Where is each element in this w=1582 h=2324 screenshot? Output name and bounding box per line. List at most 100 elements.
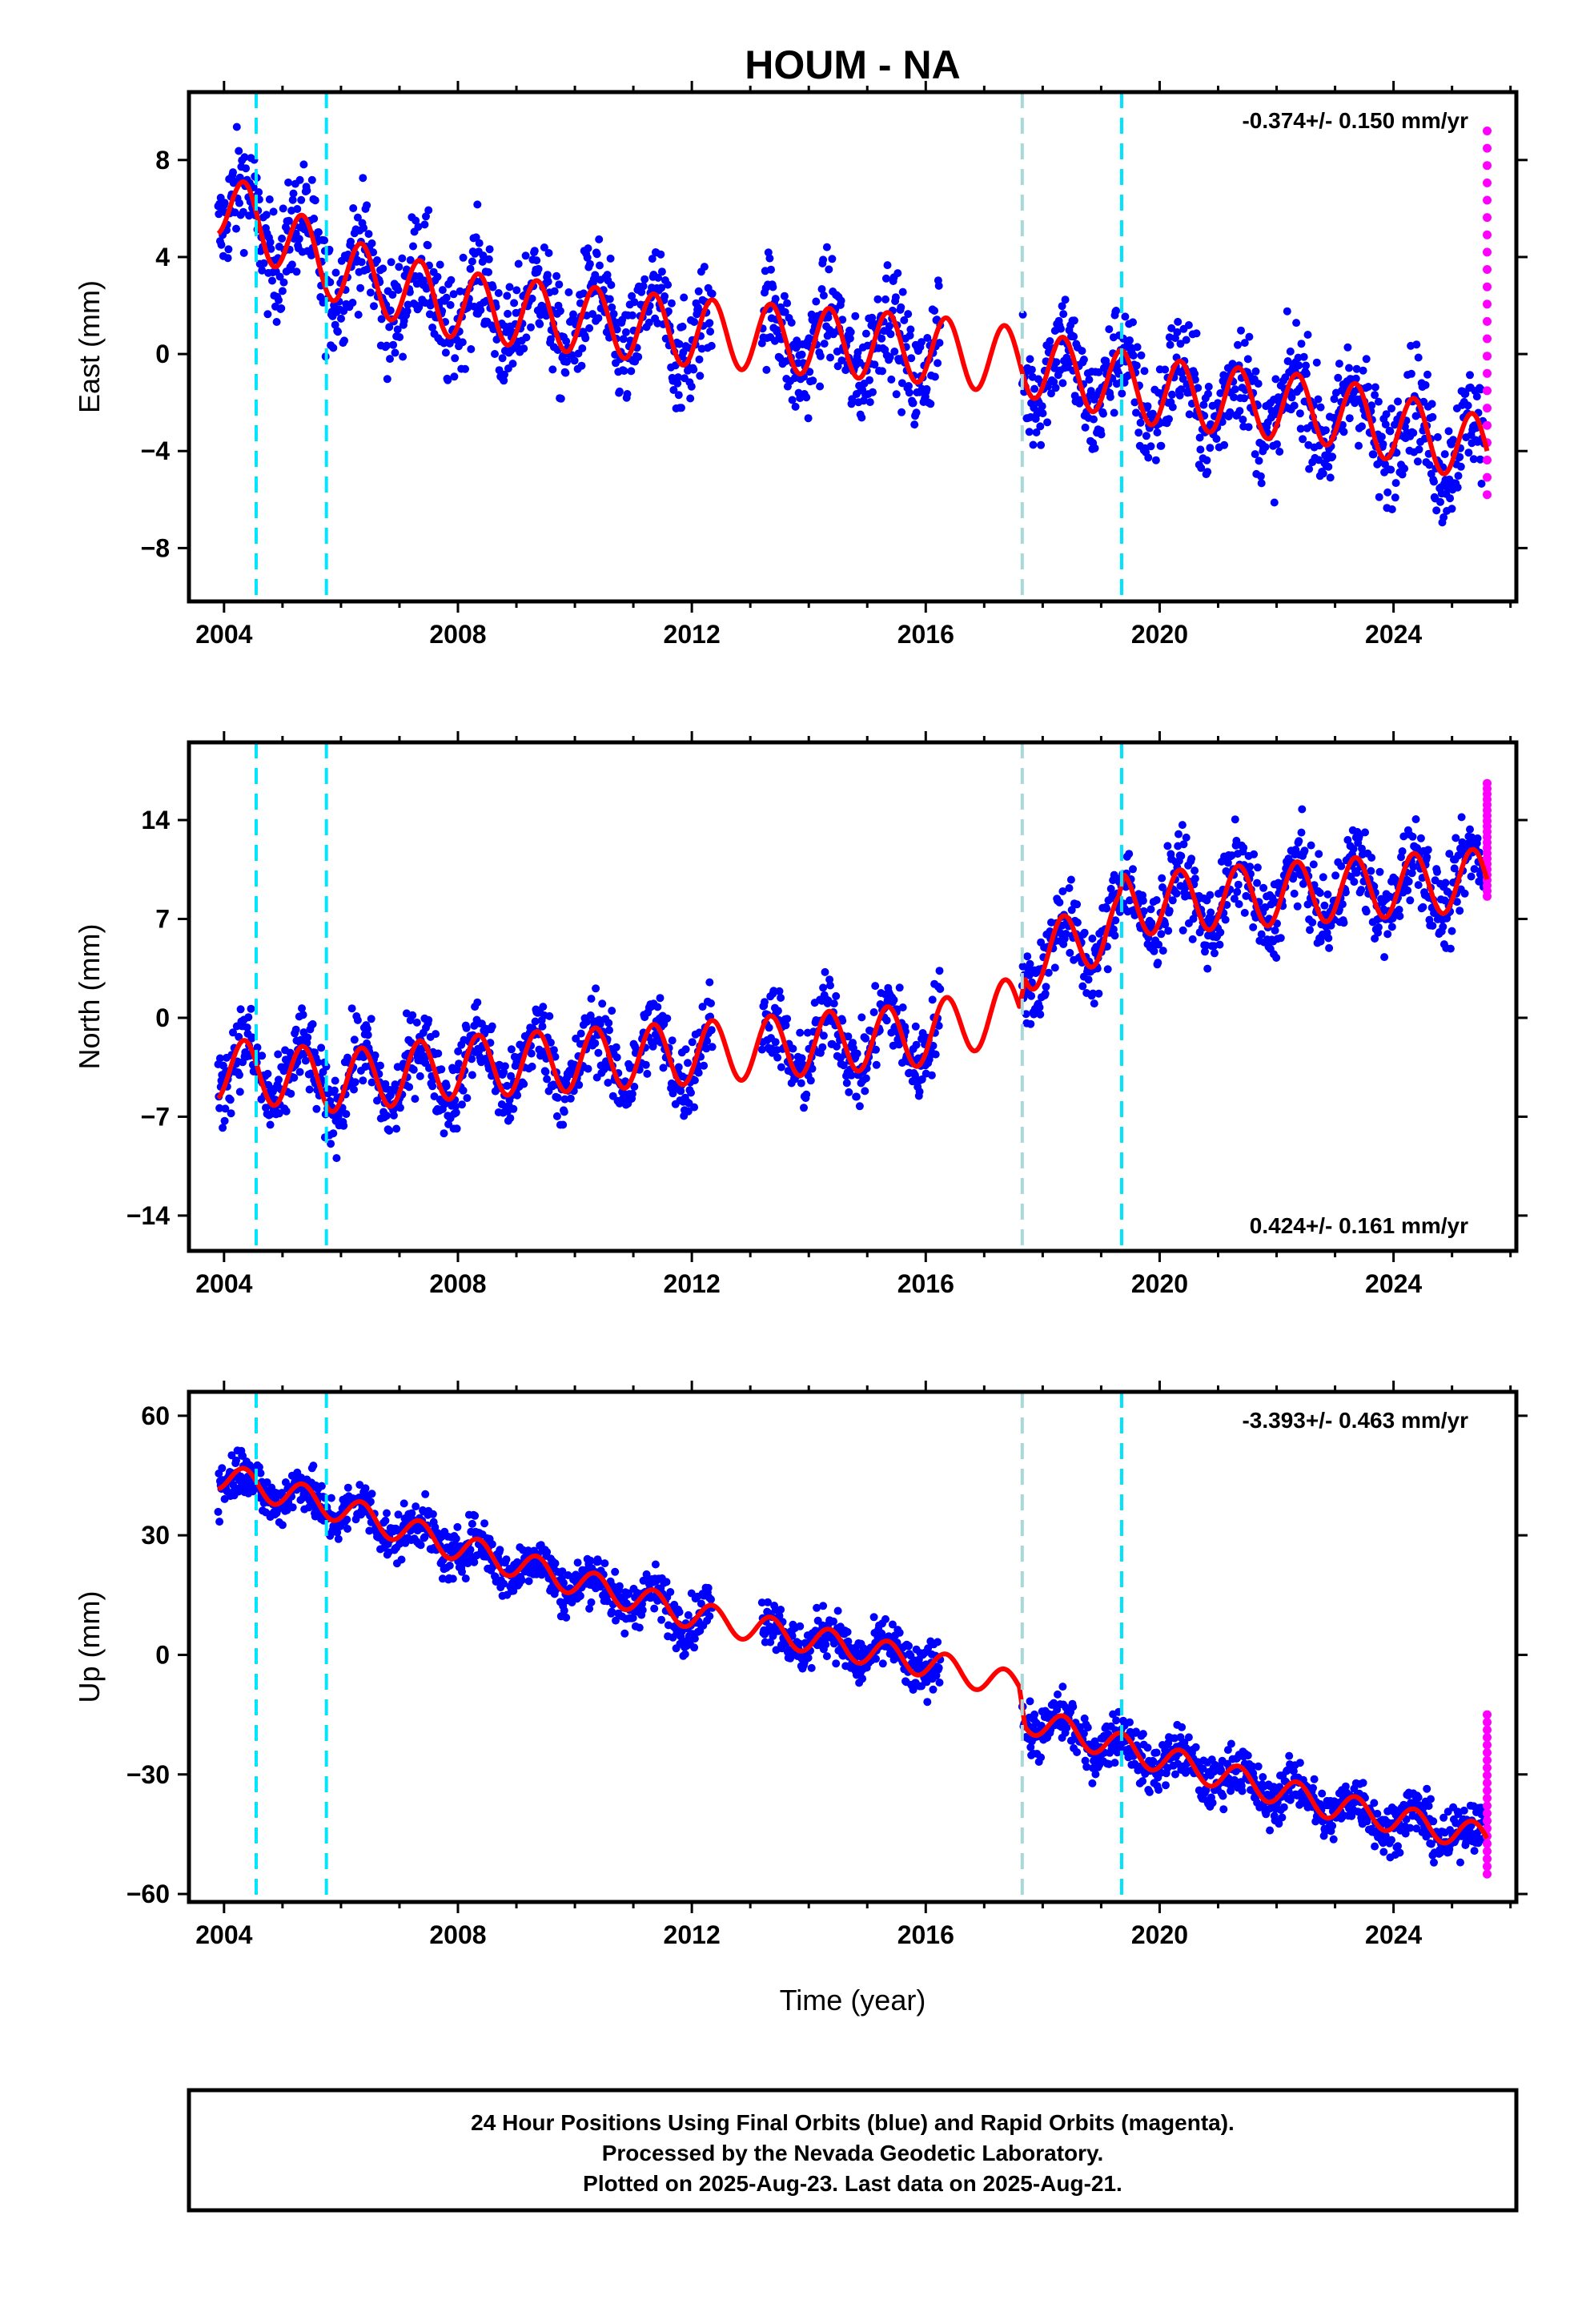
final-orbit-point (452, 1534, 460, 1543)
final-orbit-point (1476, 455, 1484, 464)
final-orbit-point (1461, 389, 1470, 398)
final-orbit-point (1250, 850, 1259, 858)
final-orbit-point (1085, 376, 1094, 384)
final-orbit-point (777, 1063, 785, 1072)
final-orbit-point (502, 1555, 511, 1564)
final-orbit-point (1171, 1770, 1179, 1779)
final-orbit-point (1453, 483, 1462, 492)
final-orbit-point (1303, 331, 1312, 339)
final-orbit-point (1286, 347, 1295, 356)
final-orbit-point (279, 278, 288, 287)
final-orbit-point (861, 1087, 869, 1096)
final-orbit-point (383, 1509, 391, 1518)
final-orbit-point (436, 260, 444, 269)
final-orbit-point (1404, 877, 1413, 886)
final-orbit-point (619, 335, 628, 344)
final-orbit-point (769, 283, 777, 292)
final-orbit-point (278, 287, 287, 296)
final-orbit-point (446, 300, 455, 309)
final-orbit-point (1058, 379, 1067, 388)
final-orbit-point (1036, 422, 1045, 431)
final-orbit-point (562, 1613, 571, 1622)
final-orbit-point (783, 1015, 792, 1023)
rapid-orbit-point (1483, 472, 1492, 482)
final-orbit-point (1362, 907, 1371, 916)
final-orbit-point (572, 1034, 580, 1043)
final-orbit-point (1153, 428, 1162, 436)
final-orbit-point (1409, 428, 1418, 437)
final-orbit-point (1387, 465, 1395, 474)
final-orbit-point (292, 267, 301, 276)
final-orbit-point (559, 1120, 568, 1129)
final-orbit-point (1371, 391, 1379, 400)
final-orbit-point (468, 1055, 476, 1063)
final-orbit-point (1110, 1759, 1119, 1767)
final-orbit-point (917, 1075, 926, 1084)
final-orbit-point (816, 352, 825, 360)
final-orbit-point (1466, 371, 1474, 380)
final-orbit-point (1138, 1777, 1147, 1786)
final-orbit-point (708, 1043, 717, 1051)
final-orbit-point (606, 254, 615, 263)
final-orbit-point (1191, 1743, 1200, 1751)
final-orbit-point (351, 1078, 359, 1087)
final-orbit-point (1231, 815, 1239, 824)
final-orbit-point (1150, 947, 1158, 955)
final-orbit-point (1469, 455, 1478, 464)
final-orbit-point (227, 1451, 236, 1460)
final-orbit-point (408, 1011, 417, 1019)
final-orbit-point (307, 1069, 315, 1078)
final-orbit-point (1146, 442, 1155, 451)
final-orbit-point (1395, 912, 1404, 920)
final-orbit-point (454, 1047, 463, 1055)
final-orbit-point (1041, 989, 1050, 998)
final-orbit-point (687, 1088, 695, 1097)
final-orbit-point (886, 330, 895, 339)
final-orbit-point (627, 367, 636, 376)
final-orbit-point (1261, 443, 1270, 452)
final-orbit-point (1126, 896, 1134, 905)
final-orbit-point (1433, 432, 1442, 441)
final-orbit-point (1338, 900, 1347, 909)
final-orbit-point (1058, 1683, 1067, 1691)
final-orbit-point (662, 1578, 671, 1586)
final-orbit-point (1415, 445, 1423, 454)
final-orbit-point (500, 1068, 508, 1076)
final-orbit-point (832, 991, 841, 1000)
final-orbit-point (1184, 1733, 1193, 1742)
final-orbit-point (1219, 1791, 1227, 1800)
final-orbit-point (503, 292, 512, 300)
final-orbit-point (934, 1638, 942, 1647)
final-orbit-point (873, 295, 882, 304)
final-orbit-point (1051, 384, 1060, 392)
final-orbit-point (229, 1028, 237, 1037)
final-orbit-point (240, 153, 249, 162)
final-orbit-point (773, 326, 782, 335)
final-orbit-point (1375, 493, 1383, 501)
final-orbit-point (690, 1643, 699, 1652)
final-orbit-point (877, 1629, 886, 1638)
final-orbit-point (705, 978, 714, 987)
final-orbit-point (1191, 376, 1199, 384)
final-orbit-point (467, 345, 476, 353)
x-tick-label: 2008 (429, 620, 486, 649)
final-orbit-point (546, 1038, 555, 1047)
final-orbit-point (217, 240, 226, 249)
final-orbit-point (641, 1060, 650, 1069)
final-orbit-point (494, 289, 503, 297)
final-orbit-point (775, 987, 784, 995)
final-orbit-point (1176, 340, 1185, 348)
final-orbit-point (243, 1023, 251, 1031)
final-orbit-point (452, 1124, 461, 1133)
final-orbit-point (1044, 382, 1052, 391)
final-orbit-point (1449, 436, 1458, 444)
plot-area (214, 778, 1492, 1163)
final-orbit-point (1073, 1748, 1082, 1756)
final-orbit-point (861, 1074, 870, 1083)
final-orbit-point (605, 295, 614, 304)
final-orbit-point (445, 1562, 454, 1570)
final-orbit-point (1413, 457, 1422, 466)
final-orbit-point (1374, 397, 1383, 406)
final-orbit-point (885, 322, 893, 331)
